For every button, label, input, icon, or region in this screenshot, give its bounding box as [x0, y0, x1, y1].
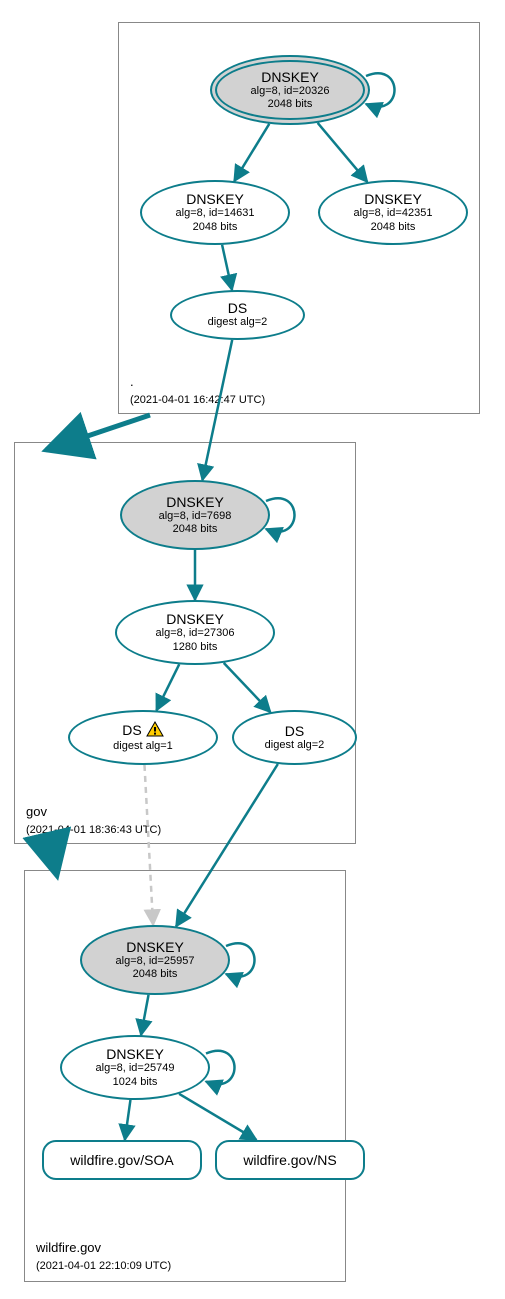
zone-gov-ts: (2021-04-01 18:36:43 UTC)	[26, 824, 161, 836]
node-gov_ksk: DNSKEYalg=8, id=76982048 bits	[120, 480, 270, 550]
node-gov_ds1: DSdigest alg=1	[68, 710, 218, 765]
node-root_zsk2-sub2: 2048 bits	[371, 221, 416, 234]
node-gov_ds2-title: DS	[285, 723, 304, 739]
node-wild_ksk-sub1: alg=8, id=25957	[116, 955, 195, 968]
zone-wild-ts: (2021-04-01 22:10:09 UTC)	[36, 1260, 171, 1272]
node-wild_ksk-title: DNSKEY	[126, 939, 184, 955]
node-gov_ksk-title: DNSKEY	[166, 494, 224, 510]
node-gov_ds2: DSdigest alg=2	[232, 710, 357, 765]
node-wild_soa-title: wildfire.gov/SOA	[70, 1152, 173, 1168]
node-root_zsk2: DNSKEYalg=8, id=423512048 bits	[318, 180, 468, 245]
node-wild_ns: wildfire.gov/NS	[215, 1140, 365, 1180]
node-root_zsk1-sub2: 2048 bits	[193, 221, 238, 234]
zone-gov-name: gov	[26, 804, 47, 819]
node-root_ds: DSdigest alg=2	[170, 290, 305, 340]
node-root_zsk1: DNSKEYalg=8, id=146312048 bits	[140, 180, 290, 245]
node-gov_ds2-sub1: digest alg=2	[265, 739, 325, 752]
node-root_ds-sub1: digest alg=2	[208, 316, 268, 329]
node-gov_zsk-sub1: alg=8, id=27306	[156, 627, 235, 640]
node-root_ksk-sub1: alg=8, id=20326	[251, 85, 330, 98]
zone-root-label: . (2021-04-01 16:42:47 UTC)	[130, 374, 265, 408]
node-gov_ds1-title: DS	[122, 721, 163, 740]
node-wild_zsk-sub2: 1024 bits	[113, 1076, 158, 1089]
node-wild_zsk-sub1: alg=8, id=25749	[96, 1062, 175, 1075]
node-root_zsk2-title: DNSKEY	[364, 191, 422, 207]
node-gov_ksk-sub1: alg=8, id=7698	[159, 510, 232, 523]
node-wild_ksk-sub2: 2048 bits	[133, 968, 178, 981]
node-gov_ksk-sub2: 2048 bits	[173, 523, 218, 536]
zone-wild-name: wildfire.gov	[36, 1240, 101, 1255]
node-wild_zsk: DNSKEYalg=8, id=257491024 bits	[60, 1035, 210, 1100]
warning-icon	[146, 721, 164, 740]
zone-root-ts: (2021-04-01 16:42:47 UTC)	[130, 394, 265, 406]
node-gov_zsk-title: DNSKEY	[166, 611, 224, 627]
node-wild_ns-title: wildfire.gov/NS	[243, 1152, 336, 1168]
node-gov_zsk-sub2: 1280 bits	[173, 641, 218, 654]
node-root_zsk1-sub1: alg=8, id=14631	[176, 207, 255, 220]
node-wild_zsk-title: DNSKEY	[106, 1046, 164, 1062]
node-root_ksk: DNSKEYalg=8, id=203262048 bits	[210, 55, 370, 125]
node-wild_ksk: DNSKEYalg=8, id=259572048 bits	[80, 925, 230, 995]
node-root_ksk-sub2: 2048 bits	[268, 98, 313, 111]
zone-root-name: .	[130, 374, 134, 389]
node-wild_soa: wildfire.gov/SOA	[42, 1140, 202, 1180]
node-root_ksk-title: DNSKEY	[261, 69, 319, 85]
zone-wild-label: wildfire.gov (2021-04-01 22:10:09 UTC)	[36, 1240, 171, 1274]
zone-gov-label: gov (2021-04-01 18:36:43 UTC)	[26, 804, 161, 838]
node-root_zsk1-title: DNSKEY	[186, 191, 244, 207]
node-gov_ds1-sub1: digest alg=1	[113, 740, 173, 753]
node-root_ds-title: DS	[228, 300, 247, 316]
node-root_zsk2-sub1: alg=8, id=42351	[354, 207, 433, 220]
node-gov_zsk: DNSKEYalg=8, id=273061280 bits	[115, 600, 275, 665]
